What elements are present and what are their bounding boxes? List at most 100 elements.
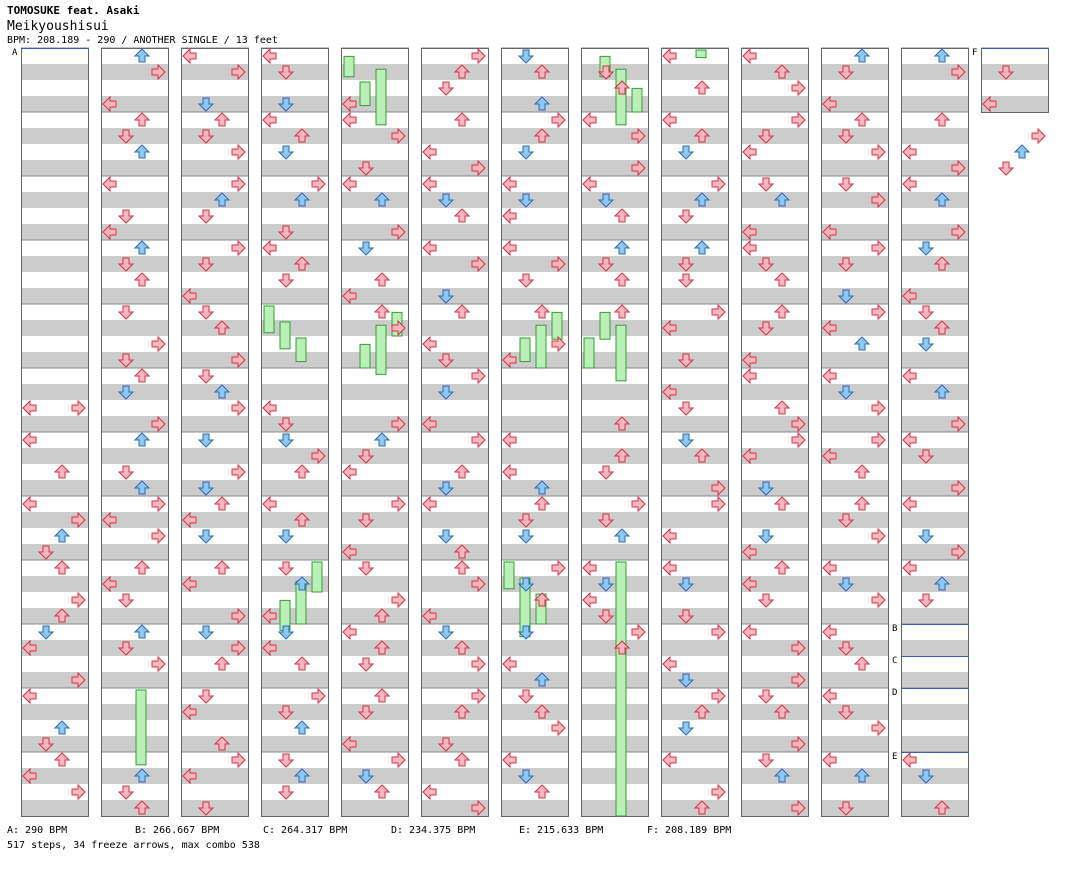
step-arrow bbox=[391, 415, 406, 433]
step-arrow bbox=[711, 623, 726, 641]
step-arrow bbox=[293, 768, 311, 783]
beat-stripe bbox=[181, 288, 249, 304]
step-arrow bbox=[22, 495, 37, 513]
step-arrow bbox=[213, 192, 231, 207]
step-arrow bbox=[502, 239, 517, 257]
step-arrow bbox=[22, 399, 37, 417]
step-arrow bbox=[102, 223, 117, 241]
step-arrow bbox=[533, 480, 551, 495]
step-arrow bbox=[871, 431, 886, 449]
beat-stripe bbox=[101, 288, 169, 304]
step-arrow bbox=[742, 351, 757, 369]
freeze-arrow bbox=[599, 311, 611, 340]
step-arrow bbox=[791, 799, 806, 817]
step-arrow bbox=[517, 769, 535, 784]
beat-stripe bbox=[341, 768, 409, 784]
step-arrow bbox=[613, 80, 631, 95]
beat-stripe bbox=[501, 512, 569, 528]
beat-stripe bbox=[901, 448, 969, 464]
step-arrow bbox=[791, 671, 806, 689]
step-arrow bbox=[662, 319, 677, 337]
beat-stripe bbox=[581, 384, 649, 400]
beat-stripe bbox=[741, 416, 809, 432]
step-arrow bbox=[293, 720, 311, 735]
beat-stripe bbox=[581, 576, 649, 592]
step-arrow bbox=[517, 273, 535, 288]
beat-stripe bbox=[101, 64, 169, 80]
beat-stripe bbox=[181, 512, 249, 528]
beat-stripe bbox=[501, 576, 569, 592]
beat-stripe bbox=[21, 704, 89, 720]
step-arrow bbox=[293, 192, 311, 207]
step-arrow bbox=[373, 432, 391, 447]
step-arrow bbox=[871, 303, 886, 321]
step-arrow bbox=[533, 128, 551, 143]
beat-stripe bbox=[181, 96, 249, 112]
step-arrow bbox=[853, 496, 871, 511]
step-arrow bbox=[533, 672, 551, 687]
step-arrow bbox=[742, 239, 757, 257]
beat-stripe bbox=[501, 288, 569, 304]
chart-column-frame bbox=[741, 48, 809, 817]
step-arrow bbox=[773, 768, 791, 783]
step-arrow bbox=[677, 353, 695, 368]
beat-stripe bbox=[821, 704, 889, 720]
step-arrow bbox=[677, 257, 695, 272]
beat-stripe bbox=[581, 544, 649, 560]
step-arrow bbox=[742, 575, 757, 593]
step-arrow bbox=[677, 673, 695, 688]
bpm-change-marker: B bbox=[892, 624, 897, 634]
step-arrow bbox=[551, 719, 566, 737]
step-arrow bbox=[453, 560, 471, 575]
freeze-arrow bbox=[359, 81, 371, 107]
beat-stripe bbox=[181, 576, 249, 592]
beat-stripe bbox=[581, 736, 649, 752]
beat-stripe bbox=[261, 384, 329, 400]
beat-stripe bbox=[101, 672, 169, 688]
beat-stripe bbox=[821, 480, 889, 496]
step-arrow bbox=[693, 448, 711, 463]
beat-stripe bbox=[421, 160, 489, 176]
freeze-arrow bbox=[343, 55, 355, 78]
beat-stripe bbox=[821, 160, 889, 176]
beat-stripe bbox=[661, 672, 729, 688]
step-arrow bbox=[133, 144, 151, 159]
step-arrow bbox=[933, 256, 951, 271]
step-arrow bbox=[262, 607, 277, 625]
step-arrow bbox=[231, 175, 246, 193]
beat-stripe bbox=[21, 352, 89, 368]
step-arrow bbox=[117, 129, 135, 144]
step-arrow bbox=[517, 145, 535, 160]
step-arrow bbox=[711, 783, 726, 801]
chart-info: BPM: 208.189 - 290 / ANOTHER SINGLE / 13… bbox=[7, 35, 278, 46]
beat-stripe bbox=[341, 480, 409, 496]
step-arrow bbox=[773, 496, 791, 511]
beat-stripe bbox=[501, 416, 569, 432]
beat-stripe bbox=[581, 704, 649, 720]
step-arrow bbox=[871, 191, 886, 209]
beat-stripe bbox=[741, 544, 809, 560]
beat-stripe bbox=[101, 736, 169, 752]
step-arrow bbox=[182, 767, 197, 785]
step-arrow bbox=[342, 623, 357, 641]
step-arrow bbox=[231, 239, 246, 257]
beat-stripe bbox=[661, 768, 729, 784]
step-arrow bbox=[37, 545, 55, 560]
step-arrow bbox=[997, 161, 1015, 176]
beat-stripe bbox=[821, 384, 889, 400]
step-arrow bbox=[262, 399, 277, 417]
beat-stripe bbox=[661, 736, 729, 752]
bpm-change-marker: A bbox=[12, 48, 18, 58]
beat-stripe bbox=[421, 320, 489, 336]
step-arrow bbox=[151, 495, 166, 513]
step-arrow bbox=[357, 561, 375, 576]
step-arrow bbox=[262, 239, 277, 257]
step-arrow bbox=[422, 495, 437, 513]
beat-stripe bbox=[901, 224, 969, 240]
beat-stripe bbox=[181, 160, 249, 176]
step-arrow bbox=[182, 287, 197, 305]
step-arrow bbox=[22, 767, 37, 785]
step-arrow bbox=[133, 624, 151, 639]
step-arrow bbox=[757, 177, 775, 192]
beat-stripe bbox=[901, 512, 969, 528]
